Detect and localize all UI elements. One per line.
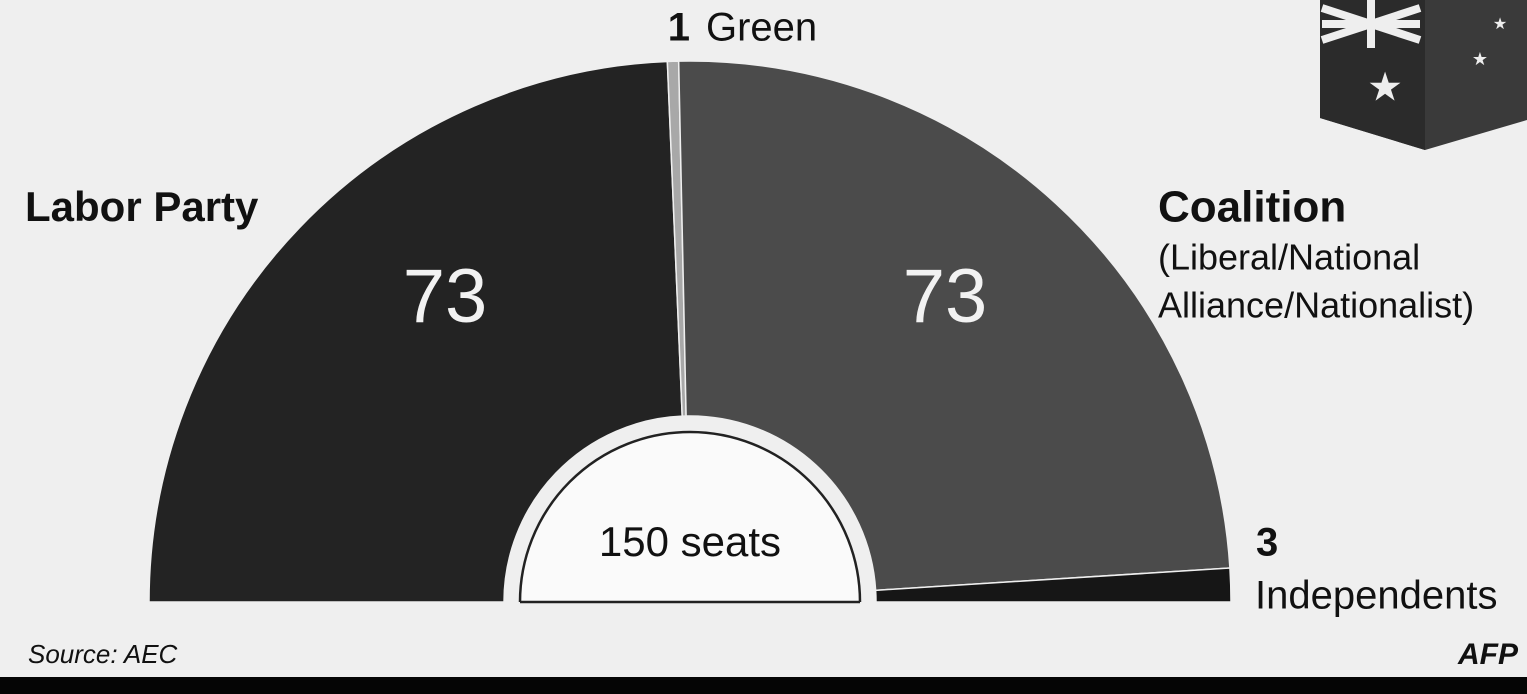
center-label: 150 seats xyxy=(599,518,781,565)
segment xyxy=(677,60,1231,592)
segment xyxy=(148,60,683,603)
value-label: 1 xyxy=(668,6,690,50)
bottom-rule xyxy=(0,677,1527,694)
value-label: 73 xyxy=(903,254,988,339)
center-outline xyxy=(518,430,862,603)
svg-text:★: ★ xyxy=(1472,49,1488,69)
annotation: Alliance/Nationalist) xyxy=(1158,285,1474,326)
segment-label: Independents xyxy=(1255,574,1497,618)
annotation: (Liberal/National xyxy=(1158,237,1420,278)
flag-icon: ★ ★ ★ xyxy=(1320,0,1527,150)
source: Source: AEC xyxy=(28,639,178,669)
svg-text:★: ★ xyxy=(1493,16,1507,33)
segment-label: Coalition xyxy=(1158,183,1346,232)
value-label: 3 xyxy=(1256,521,1278,565)
segment xyxy=(874,567,1232,603)
svg-text:★: ★ xyxy=(1367,66,1403,110)
segment-label: Green xyxy=(706,6,817,50)
segment-label: Labor Party xyxy=(25,183,259,230)
value-label: 73 xyxy=(403,254,488,339)
plot: Labor Party 73 Green 1 Coalition 73 Independen… xyxy=(25,6,1497,618)
credit: AFP xyxy=(1457,638,1519,671)
